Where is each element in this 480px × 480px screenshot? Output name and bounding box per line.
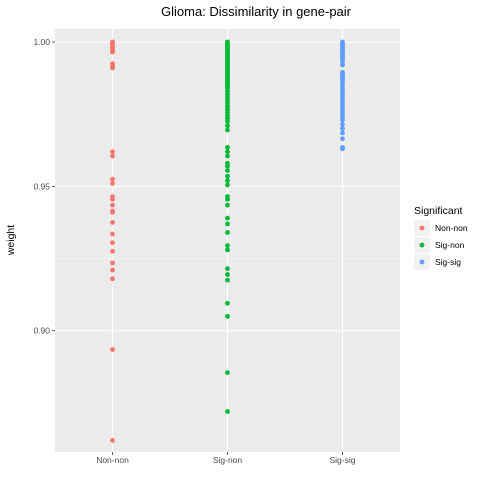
- data-point-sig-non: [225, 230, 230, 235]
- data-point-sig-non: [225, 272, 230, 277]
- data-point-sig-non: [225, 221, 230, 227]
- data-point-sig-non: [225, 149, 230, 155]
- data-point-non-non: [110, 176, 115, 182]
- data-point-non-non: [110, 260, 115, 266]
- data-point-sig-non: [225, 300, 230, 306]
- data-point-sig-non: [225, 370, 230, 375]
- y-axis: 0.90 0.95 1.00: [33, 37, 55, 336]
- data-point-sig-non: [225, 163, 230, 169]
- chart-title: Glioma: Dissimilarity in gene-pair: [161, 4, 352, 19]
- data-points: [110, 39, 345, 443]
- legend-key-point: [419, 259, 425, 265]
- y-tick-label: 1.00: [33, 37, 50, 47]
- data-point-sig-non: [225, 247, 230, 253]
- legend-title: Significant: [414, 205, 463, 217]
- y-axis-title: weight: [5, 225, 17, 256]
- data-point-non-non: [110, 347, 115, 352]
- data-point-sig-sig: [340, 62, 345, 68]
- legend-label: Sig-non: [435, 240, 465, 250]
- data-point-sig-non: [225, 144, 230, 150]
- data-point-sig-sig: [340, 130, 345, 136]
- legend: Significant Non-non Sig-non Sig-sig: [414, 205, 468, 270]
- data-point-sig-non: [225, 153, 230, 159]
- data-point-sig-non: [225, 118, 230, 124]
- legend-key-point: [419, 225, 425, 231]
- data-point-sig-sig: [340, 136, 345, 142]
- data-point-non-non: [110, 181, 115, 186]
- legend-label: Sig-sig: [435, 257, 461, 267]
- data-point-sig-non: [225, 409, 230, 414]
- data-point-sig-non: [225, 127, 230, 133]
- data-point-non-non: [110, 438, 115, 443]
- data-point-sig-non: [225, 277, 230, 283]
- data-point-non-non: [110, 220, 115, 225]
- y-tick-label: 0.90: [33, 326, 50, 336]
- data-point-non-non: [110, 49, 115, 55]
- data-point-sig-non: [225, 178, 230, 183]
- data-point-sig-non: [225, 173, 230, 179]
- data-point-sig-non: [225, 202, 230, 208]
- data-point-non-non: [110, 196, 115, 202]
- data-point-non-non: [110, 65, 115, 71]
- data-point-sig-non: [225, 215, 230, 221]
- data-point-sig-non: [225, 313, 230, 319]
- data-point-sig-non: [225, 182, 230, 188]
- data-point-sig-sig: [340, 117, 345, 123]
- x-tick-label: Non-non: [96, 455, 129, 465]
- x-tick-label: Sig-non: [213, 455, 243, 465]
- data-point-non-non: [110, 153, 115, 159]
- y-tick-label: 0.95: [33, 181, 50, 191]
- x-axis: Non-non Sig-non Sig-sig: [96, 452, 356, 465]
- data-point-non-non: [110, 248, 115, 254]
- data-point-non-non: [110, 231, 115, 237]
- data-point-sig-non: [225, 196, 230, 202]
- legend-key-point: [419, 242, 425, 248]
- data-point-non-non: [110, 202, 115, 208]
- x-tick-label: Sig-sig: [330, 455, 356, 465]
- data-point-non-non: [110, 240, 115, 246]
- data-point-sig-sig: [340, 126, 345, 132]
- data-point-non-non: [110, 267, 115, 273]
- data-point-non-non: [110, 209, 115, 215]
- legend-label: Non-non: [435, 223, 468, 233]
- data-point-sig-non: [225, 243, 230, 248]
- data-point-non-non: [110, 149, 115, 155]
- data-point-sig-sig: [340, 121, 345, 127]
- data-point-sig-sig: [340, 146, 345, 152]
- data-point-non-non: [110, 276, 115, 282]
- data-point-sig-non: [225, 266, 230, 272]
- data-point-sig-non: [225, 123, 230, 129]
- data-point-sig-non: [225, 168, 230, 173]
